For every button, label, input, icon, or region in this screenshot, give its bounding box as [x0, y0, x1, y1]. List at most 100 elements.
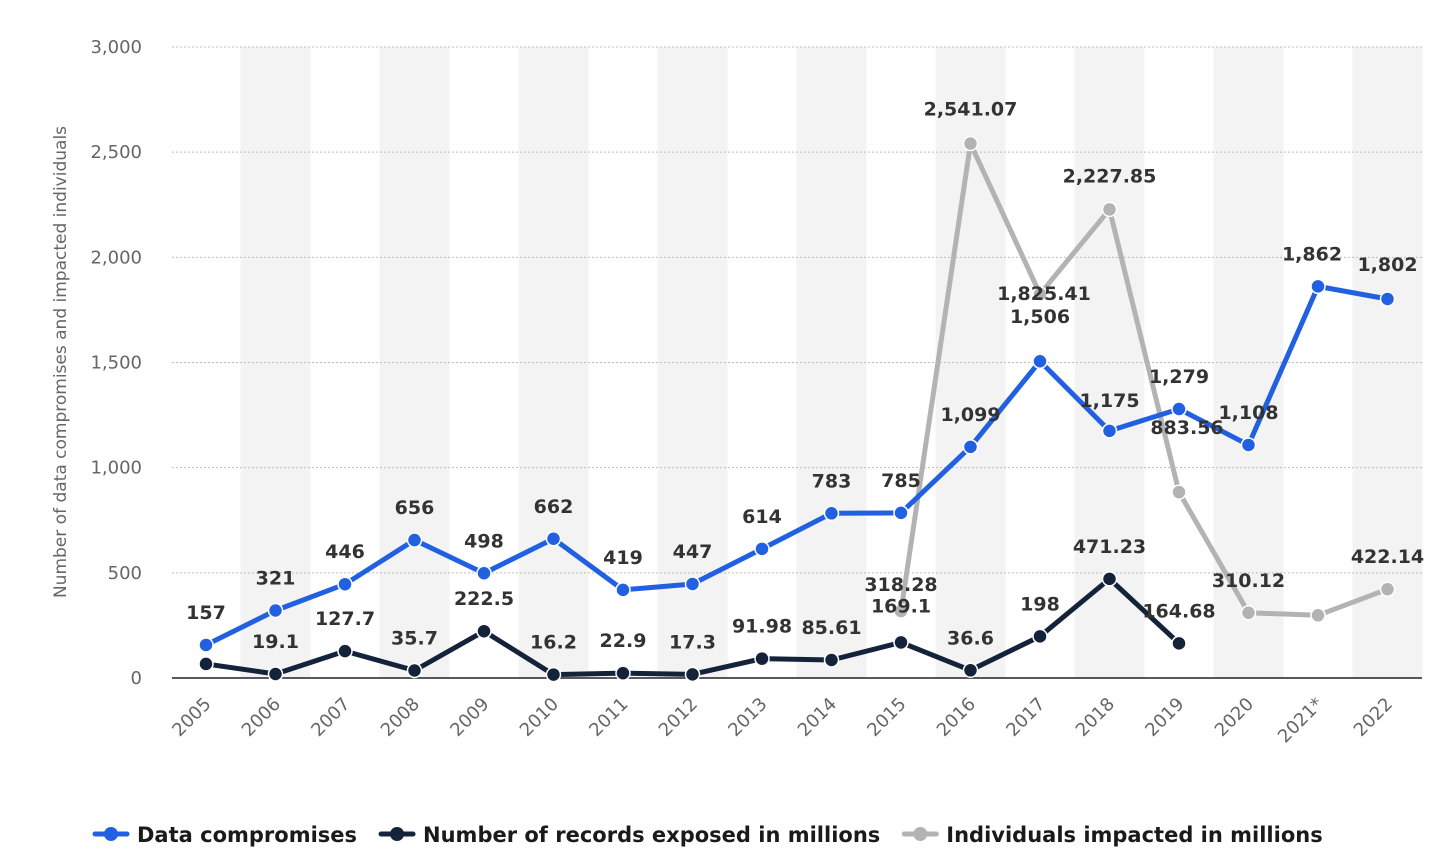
data-label: 1,862 [1282, 243, 1342, 265]
data-label: 1,099 [940, 404, 1000, 426]
data-point [962, 439, 979, 455]
data-label: 783 [812, 470, 852, 492]
data-label: 2,541.07 [924, 99, 1018, 121]
y-tick-label: 3,000 [90, 37, 142, 58]
x-tick-label: 2011 [585, 694, 632, 741]
data-label: 16.2 [530, 632, 577, 654]
data-point [406, 532, 423, 548]
data-point [1101, 423, 1118, 439]
x-tick-label: 2021* [1274, 694, 1328, 748]
data-label: 785 [881, 470, 921, 492]
data-point [545, 531, 562, 547]
data-point [337, 643, 353, 659]
series-line-0 [203, 283, 1390, 648]
data-point [1310, 607, 1326, 624]
data-label: 310.12 [1212, 570, 1285, 592]
data-label: 498 [464, 530, 504, 552]
data-point [337, 576, 353, 592]
x-tick-label: 2013 [724, 694, 771, 741]
x-tick-label: 2020 [1211, 694, 1258, 741]
data-point [545, 666, 562, 683]
data-point [267, 666, 284, 682]
data-point [754, 650, 770, 667]
y-axis-title: Number of data compromises and impacted … [51, 126, 71, 598]
x-tick-label: 2018 [1072, 694, 1119, 741]
data-point [1240, 605, 1257, 621]
data-point [615, 582, 631, 598]
y-tick-label: 0 [131, 668, 142, 689]
data-point [1101, 201, 1118, 218]
data-label: 36.6 [947, 627, 994, 649]
data-point [962, 662, 979, 679]
data-label: 1,825.41 [997, 283, 1091, 305]
data-point [1101, 571, 1118, 587]
data-point [1171, 401, 1187, 417]
data-point [198, 656, 214, 672]
y-tick-label: 500 [108, 563, 142, 584]
x-tick-label: 2008 [377, 694, 424, 741]
data-point [823, 505, 840, 522]
data-point [893, 603, 909, 619]
data-label: 19.1 [252, 631, 299, 653]
y-tick-label: 1,500 [90, 353, 142, 374]
data-label: 1,108 [1218, 402, 1278, 424]
data-point [1032, 286, 1048, 302]
data-label: 17.3 [669, 631, 716, 653]
legend-swatch-marker [913, 827, 928, 841]
data-label: 35.7 [391, 627, 438, 649]
data-label: 22.9 [600, 630, 647, 652]
y-tick-label: 1,000 [90, 458, 142, 479]
data-point [198, 637, 214, 653]
x-tick-label: 2022 [1350, 694, 1397, 741]
x-tick-label: 2010 [516, 694, 563, 741]
legend-label: Individuals impacted in millions [946, 823, 1322, 847]
x-tick-label: 2005 [168, 694, 215, 741]
data-label: 169.1 [871, 595, 931, 617]
data-label: 883.56 [1150, 417, 1223, 439]
data-point [1171, 484, 1187, 500]
data-label: 422.14 [1351, 546, 1424, 568]
data-label: 157 [186, 602, 226, 624]
x-tick-label: 2014 [794, 694, 841, 741]
data-label: 1,802 [1357, 254, 1417, 276]
data-label: 321 [256, 567, 296, 589]
data-point [1032, 628, 1048, 645]
data-label: 419 [603, 547, 643, 569]
legend-swatch-marker [104, 827, 118, 841]
data-point [754, 541, 770, 557]
y-tick-label: 2,000 [90, 247, 142, 268]
data-label: 198 [1020, 593, 1060, 615]
data-point [615, 665, 631, 681]
data-label: 91.98 [732, 616, 792, 638]
data-label: 164.68 [1142, 600, 1215, 622]
data-point [406, 662, 423, 679]
legend-label: Number of records exposed in millions [423, 823, 880, 847]
x-tick-label: 2009 [446, 694, 493, 741]
data-label: 2,227.85 [1063, 165, 1157, 187]
x-tick-label: 2006 [238, 694, 285, 741]
data-point [823, 652, 840, 668]
legend-swatch-marker [390, 827, 405, 841]
data-label: 318.28 [864, 574, 937, 596]
x-tick-label: 2015 [863, 694, 910, 741]
data-label: 447 [673, 541, 713, 563]
data-point [1310, 278, 1326, 295]
data-point [476, 623, 492, 639]
data-point [1171, 635, 1187, 652]
legend-label: Data compromises [137, 823, 357, 847]
data-label: 1,175 [1079, 390, 1139, 412]
data-label: 1,506 [1010, 306, 1070, 328]
x-tick-label: 2017 [1002, 694, 1049, 741]
data-label: 614 [742, 506, 782, 528]
x-tick-label: 2016 [933, 694, 980, 741]
data-label: 471.23 [1073, 536, 1146, 558]
data-label: 446 [325, 541, 365, 563]
data-point [1032, 353, 1048, 369]
data-point [962, 135, 979, 152]
data-point [684, 576, 701, 592]
data-label: 662 [534, 496, 574, 518]
data-point [1379, 291, 1396, 307]
data-point [1379, 581, 1396, 597]
